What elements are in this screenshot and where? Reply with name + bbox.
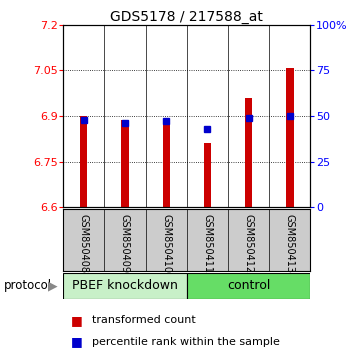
Text: protocol: protocol bbox=[4, 279, 52, 292]
Bar bbox=[80, 116, 87, 207]
Text: GSM850411: GSM850411 bbox=[203, 214, 212, 273]
Bar bbox=[63, 273, 187, 299]
Text: GSM850410: GSM850410 bbox=[161, 214, 171, 273]
Text: ▶: ▶ bbox=[48, 279, 57, 292]
Text: ■: ■ bbox=[70, 314, 82, 327]
Text: GSM850413: GSM850413 bbox=[285, 214, 295, 273]
Bar bbox=[187, 273, 310, 299]
Text: GSM850409: GSM850409 bbox=[120, 214, 130, 273]
Text: control: control bbox=[227, 279, 270, 292]
Bar bbox=[162, 119, 170, 207]
Bar bbox=[245, 98, 252, 207]
Title: GDS5178 / 217588_at: GDS5178 / 217588_at bbox=[110, 10, 263, 24]
Text: PBEF knockdown: PBEF knockdown bbox=[72, 279, 178, 292]
Bar bbox=[204, 143, 211, 207]
Text: GSM850408: GSM850408 bbox=[79, 214, 89, 273]
Bar bbox=[286, 68, 293, 207]
Text: transformed count: transformed count bbox=[92, 315, 196, 325]
Text: GSM850412: GSM850412 bbox=[244, 214, 254, 273]
Text: percentile rank within the sample: percentile rank within the sample bbox=[92, 337, 280, 347]
Bar bbox=[121, 120, 129, 207]
Text: ■: ■ bbox=[70, 335, 82, 348]
